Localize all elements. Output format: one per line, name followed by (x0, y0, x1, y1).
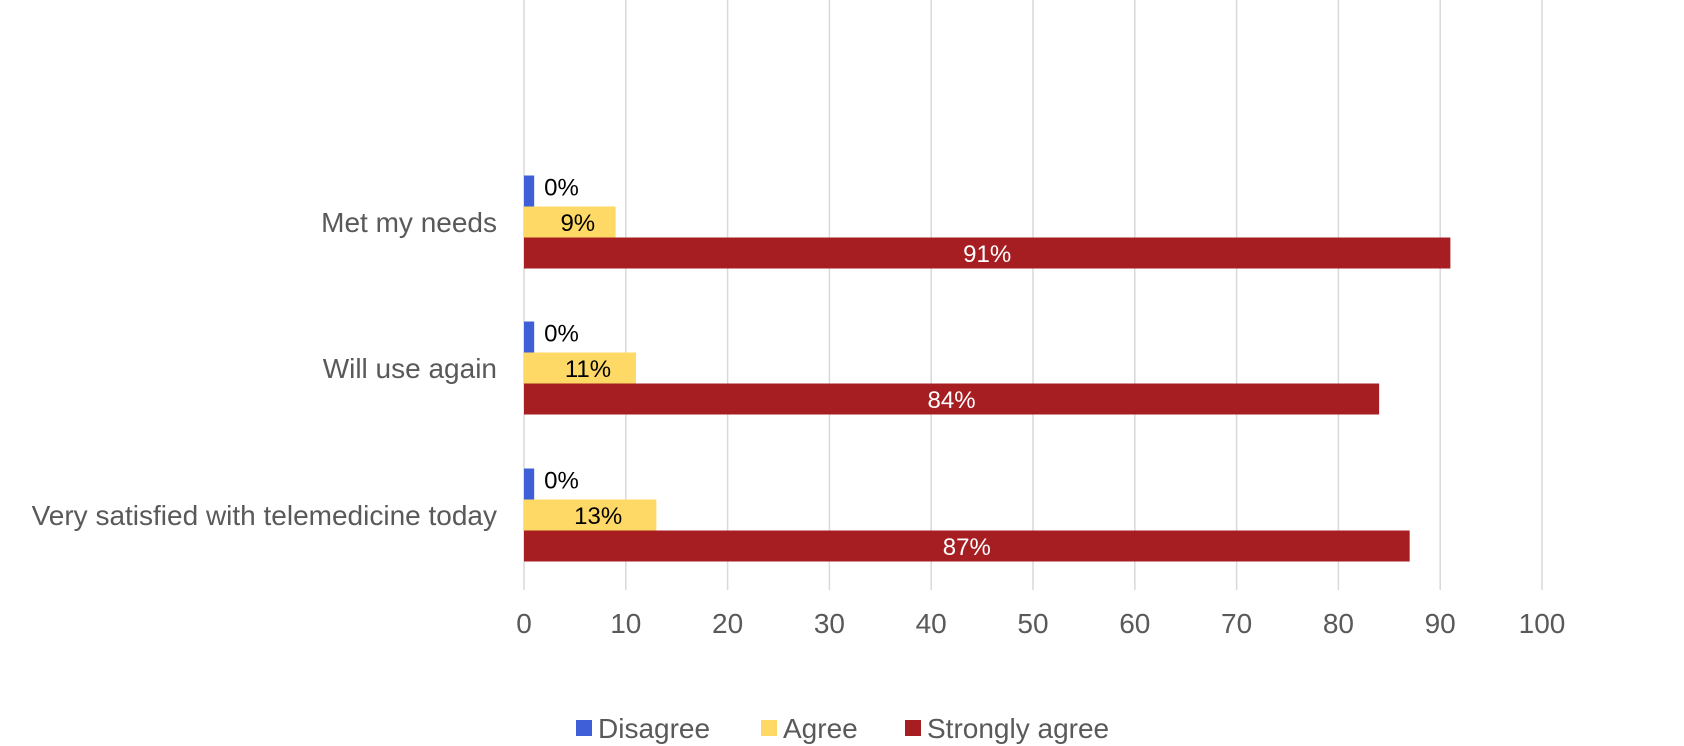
x-axis-tick-labels: 0 10 20 30 40 50 60 70 80 90 100 (516, 608, 1565, 639)
category-label-will-use-again: Will use again (323, 353, 497, 384)
bar-agree-will-use-again (524, 352, 636, 384)
data-label-strongly-agree-will-use-again: 84% (928, 387, 976, 414)
data-label-strongly-agree-very-satisfied-with-telemedicine-today: 87% (943, 534, 991, 561)
x-tick-label-50: 50 (1017, 608, 1048, 639)
bar-strongly-agree-will-use-again (524, 383, 1380, 415)
bar-agree-met-my-needs (524, 206, 616, 238)
bars (524, 175, 1451, 562)
x-tick-label-80: 80 (1323, 608, 1354, 639)
category-label-very-satisfied-with-telemedicine-today: Very satisfied with telemedicine today (32, 500, 497, 531)
x-tick-label-70: 70 (1221, 608, 1252, 639)
gridlines (523, 0, 1543, 590)
data-label-agree-will-use-again: 11% (565, 356, 611, 383)
x-tick-label-30: 30 (814, 608, 845, 639)
data-label-agree-met-my-needs: 9% (560, 210, 595, 237)
legend-label-disagree: Disagree (598, 713, 710, 744)
bar-strongly-agree-met-my-needs (524, 237, 1451, 269)
legend-swatch-strongly-agree (905, 720, 921, 736)
x-tick-label-0: 0 (516, 608, 532, 639)
data-label-strongly-agree-met-my-needs: 91% (963, 241, 1011, 268)
legend: Disagree Agree Strongly agree (576, 713, 1109, 744)
bar-disagree-very-satisfied-with-telemedicine-today (524, 468, 535, 500)
x-tick-label-100: 100 (1519, 608, 1566, 639)
data-label-agree-very-satisfied-with-telemedicine-today: 13% (574, 503, 622, 530)
bar-disagree-met-my-needs (524, 175, 535, 207)
bar-strongly-agree-very-satisfied-with-telemedicine-today (524, 530, 1410, 562)
bar-disagree-will-use-again (524, 321, 535, 353)
legend-swatch-disagree (576, 720, 592, 736)
legend-label-agree: Agree (783, 713, 858, 744)
data-label-disagree-very-satisfied-with-telemedicine-today: 0% (544, 468, 579, 495)
x-tick-label-10: 10 (610, 608, 641, 639)
bar-agree-very-satisfied-with-telemedicine-today (524, 499, 657, 531)
category-label-met-my-needs: Met my needs (321, 207, 497, 238)
data-label-disagree-met-my-needs: 0% (544, 175, 579, 202)
data-label-disagree-will-use-again: 0% (544, 321, 579, 348)
x-tick-label-90: 90 (1425, 608, 1456, 639)
x-tick-label-60: 60 (1119, 608, 1150, 639)
x-tick-label-40: 40 (916, 608, 947, 639)
data-labels: 0% 9% 91% 0% 11% 84% 0% 13% 87% (544, 175, 1011, 562)
x-tick-label-20: 20 (712, 608, 743, 639)
category-labels: Met my needs Will use again Very satisfied… (32, 207, 497, 531)
legend-label-strongly-agree: Strongly agree (927, 713, 1109, 744)
legend-swatch-agree (761, 720, 777, 736)
